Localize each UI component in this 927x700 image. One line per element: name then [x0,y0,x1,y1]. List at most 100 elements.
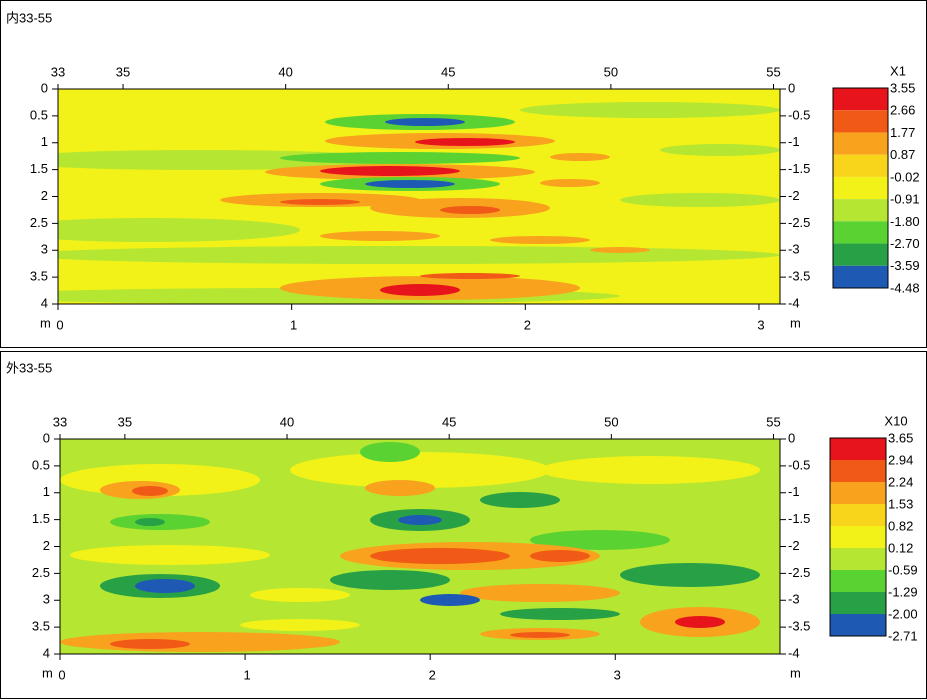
top-tick-label: 33 [51,64,65,79]
colorbar-band [830,592,886,614]
right-tick-label: -2 [788,188,800,203]
colorbar-label: -4.48 [890,280,920,295]
top-tick-label: 45 [442,414,456,429]
colorbar-band [833,154,888,177]
colorbar-band [833,221,888,244]
colorbar-label: -2.70 [890,236,920,251]
bottom-unit: m [790,665,801,680]
colorbar-label: -2.71 [888,628,918,643]
left-tick-label: 2.5 [30,215,48,230]
colorbar-band [833,265,888,288]
left-tick-label: 2.5 [32,565,50,580]
right-tick-label: -0.5 [788,457,810,472]
colorbar-label: -1.29 [888,584,918,599]
bottom-tick-label: 3 [757,317,764,332]
right-tick-label: -3.5 [788,269,810,284]
left-tick-label: 0 [41,80,48,95]
top-tick-label: 50 [604,414,618,429]
colorbar-label: -0.02 [890,169,920,184]
contour-field [58,89,780,304]
colorbar-label: 0.82 [888,518,913,533]
left-tick-label: 2 [41,188,48,203]
top-tick-label: 35 [116,64,130,79]
colorbar-band [830,504,886,526]
top-tick-label: 40 [280,414,294,429]
left-tick-label: 1 [41,134,48,149]
colorbar-band [830,614,886,636]
colorbar-band [830,570,886,592]
left-tick-label: 3 [41,242,48,257]
right-tick-label: -4 [788,645,800,660]
colorbar-band [830,438,886,460]
panel-title: 外33-55 [6,360,52,375]
right-tick-label: -1.5 [788,511,810,526]
colorbar-label: 2.24 [888,474,913,489]
right-tick-label: -1 [788,484,800,499]
bottom-tick-label: 2 [429,667,436,682]
colorbar-frame [832,87,889,289]
colorbar-label: 2.66 [890,103,915,118]
left-tick-label: 1 [43,484,50,499]
colorbar-label: -0.91 [890,192,920,207]
colorbar-band [833,132,888,155]
left-tick-label: 3 [43,592,50,607]
right-tick-label: 0 [788,80,795,95]
left-tick-label: 0 [43,430,50,445]
left-tick-label: 1.5 [30,161,48,176]
colorbar-band [833,88,888,111]
colorbar-frame [829,437,887,637]
top-tick-label: 50 [604,64,618,79]
top-tick-label: 33 [53,414,67,429]
colorbar-label: -2.00 [888,606,918,621]
right-tick-label: -1 [788,134,800,149]
colorbar-label: 0.12 [888,540,913,555]
left-tick-label: 0.5 [30,107,48,122]
right-tick-label: -0.5 [788,107,810,122]
bottom-tick-label: 1 [243,667,250,682]
left-tick-label: 4 [41,295,48,310]
right-tick-label: -2.5 [788,215,810,230]
bottom-unit: m [790,315,801,330]
panel-title: 内33-55 [6,10,52,25]
colorbar-label: 0.87 [890,147,915,162]
colorbar-band [833,243,888,266]
colorbar-band [833,199,888,222]
colorbar-band [830,482,886,504]
right-tick-label: -4 [788,295,800,310]
right-tick-label: -1.5 [788,161,810,176]
right-tick-label: -3 [788,592,800,607]
bottom-tick-label: 0 [58,667,65,682]
top-tick-label: 40 [278,64,292,79]
left-tick-label: 4 [43,645,50,660]
colorbar-band [830,548,886,570]
colorbar-label: 3.55 [890,80,915,95]
colorbar-band [833,176,888,200]
colorbar-band [833,110,888,133]
colorbar-band [830,460,886,482]
left-tick-label: 3.5 [30,269,48,284]
colorbar-multiplier: X10 [884,413,907,428]
colorbar-label: -0.59 [888,562,918,577]
colorbar-label: 2.94 [888,452,913,467]
colorbar-label: 1.77 [890,125,915,140]
top-tick-label: 45 [441,64,455,79]
top-tick-label: 35 [118,414,132,429]
colorbar-label: 1.53 [888,496,913,511]
top-tick-label: 55 [766,64,780,79]
right-tick-label: -3 [788,242,800,257]
bottom-unit: m [42,665,53,680]
left-tick-label: 1.5 [32,511,50,526]
colorbar-multiplier: X1 [890,63,906,78]
left-tick-label: 2 [43,538,50,553]
colorbar-label: -3.59 [890,258,920,273]
bottom-tick-label: 2 [524,317,531,332]
left-tick-label: 0.5 [32,457,50,472]
colorbar-label: 3.65 [888,430,913,445]
colorbar-band [830,526,886,548]
right-tick-label: -3.5 [788,619,810,634]
colorbar-label: -1.80 [890,214,920,229]
left-tick-label: 3.5 [32,619,50,634]
right-tick-label: 0 [788,430,795,445]
right-tick-label: -2.5 [788,565,810,580]
bottom-tick-label: 1 [290,317,297,332]
